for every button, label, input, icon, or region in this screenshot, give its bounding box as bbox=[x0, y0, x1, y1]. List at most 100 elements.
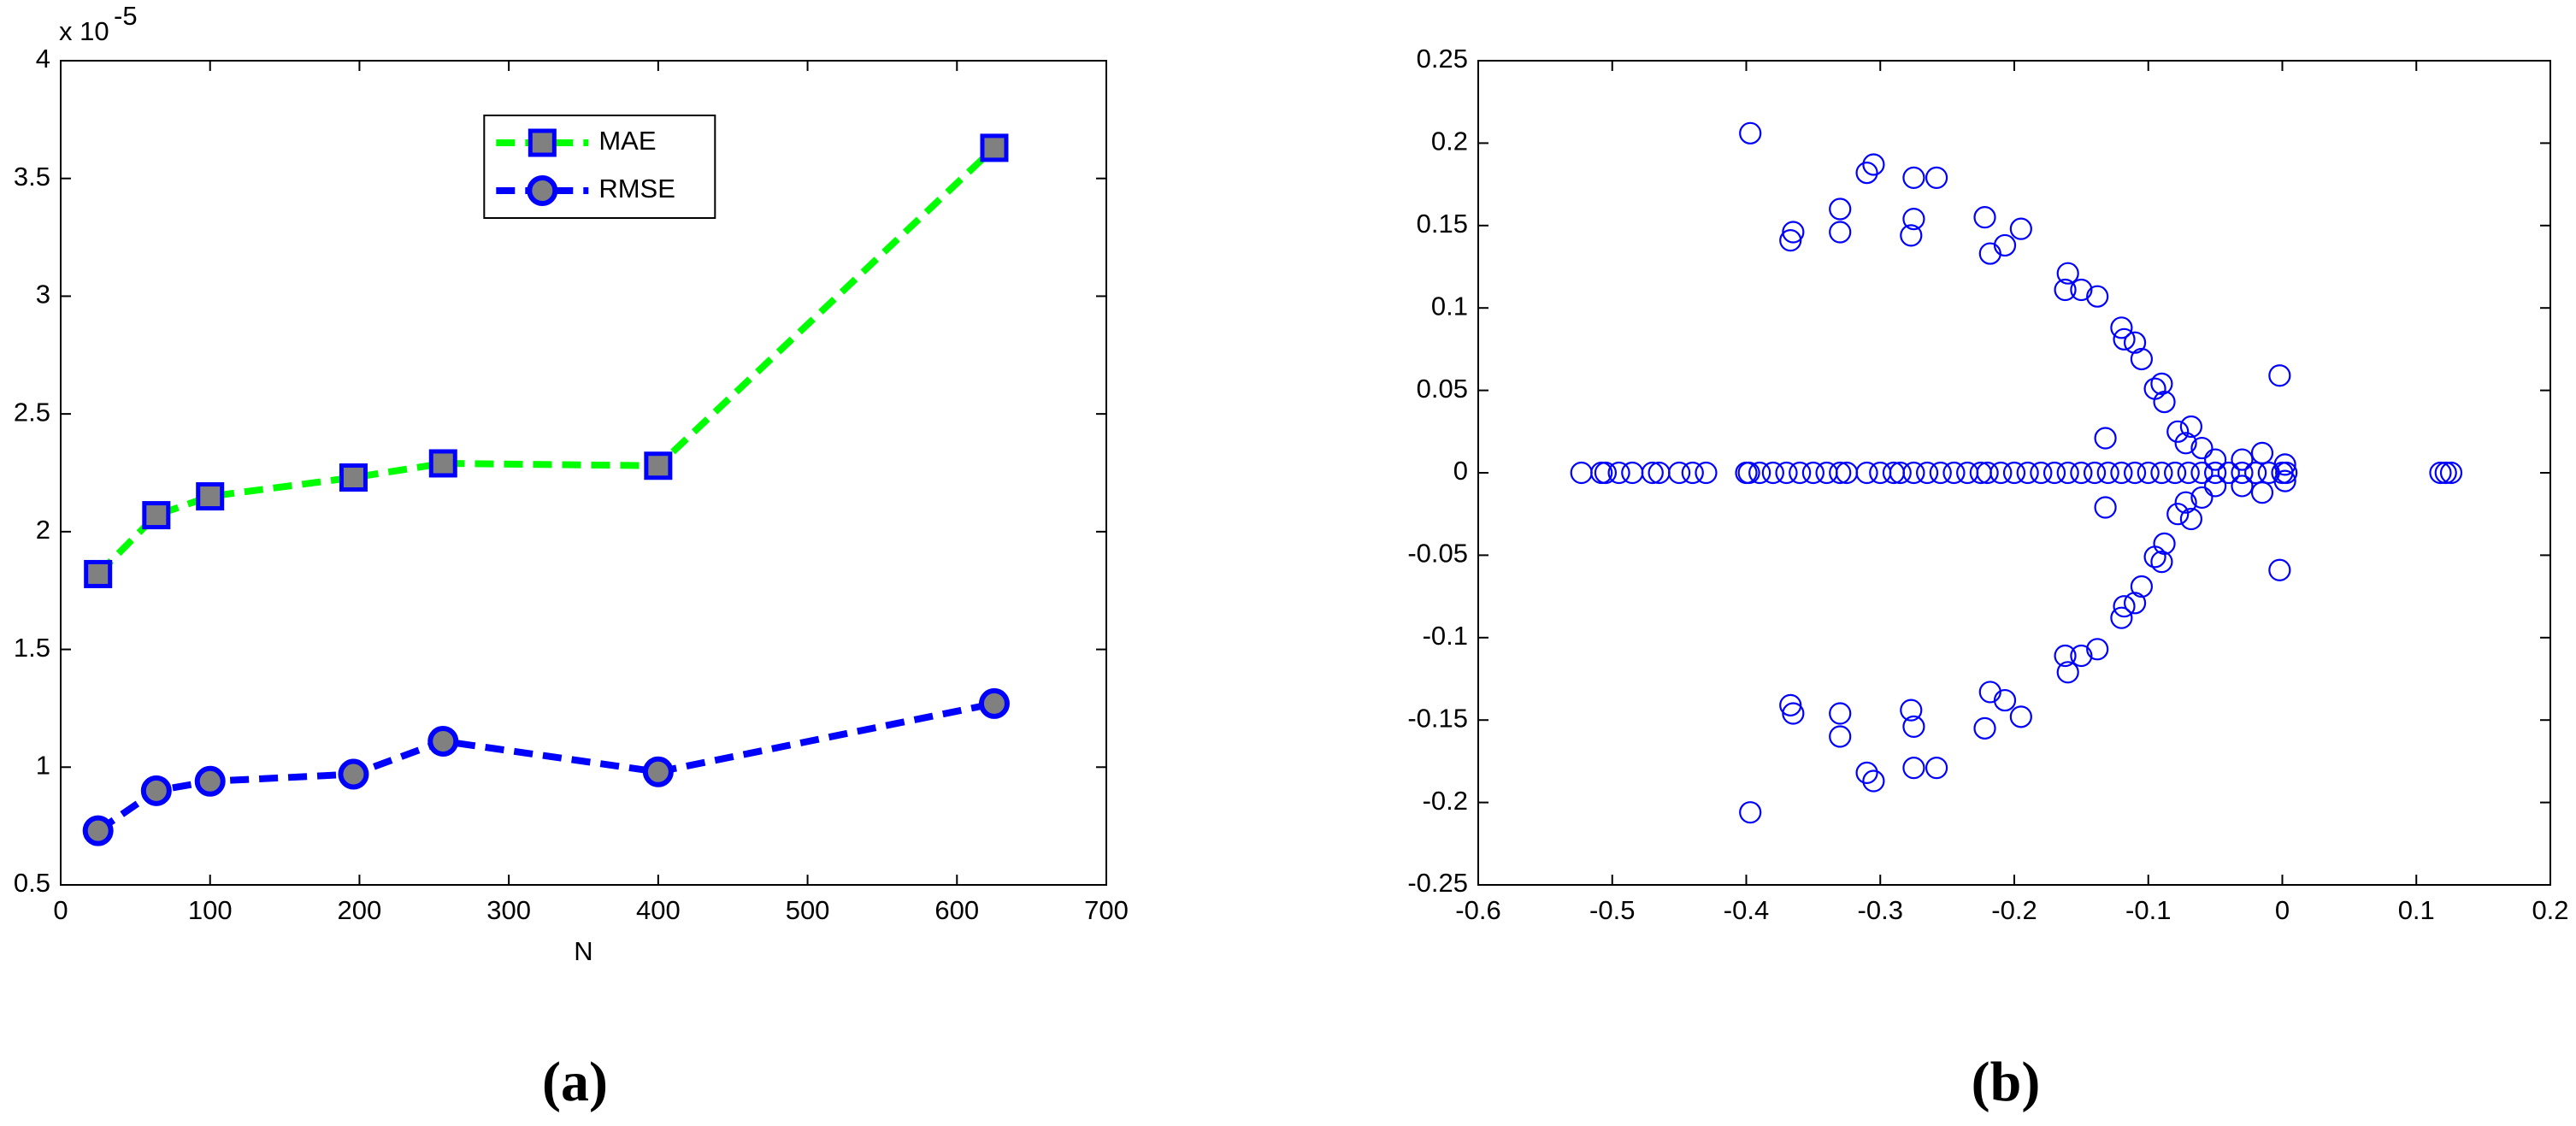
series-line bbox=[96, 700, 995, 834]
point bbox=[1761, 461, 1784, 485]
point bbox=[1993, 233, 2017, 257]
point bbox=[2086, 638, 2109, 661]
y-multiplier: x 10 bbox=[59, 16, 109, 46]
point bbox=[2016, 461, 2039, 485]
legend-marker bbox=[527, 175, 558, 206]
y-tick-label: -0.25 bbox=[1407, 868, 1468, 898]
point bbox=[2056, 262, 2079, 285]
point bbox=[2096, 461, 2119, 485]
point bbox=[2273, 453, 2296, 476]
point bbox=[2070, 461, 2093, 485]
point bbox=[1902, 207, 1925, 231]
point bbox=[2190, 461, 2213, 485]
point bbox=[1775, 461, 1798, 485]
point bbox=[1829, 725, 1852, 748]
point bbox=[2070, 644, 2093, 668]
point bbox=[1900, 224, 1923, 247]
point bbox=[2130, 575, 2154, 598]
point bbox=[1973, 206, 1996, 229]
point bbox=[1789, 461, 1812, 485]
point bbox=[1779, 229, 1802, 252]
point bbox=[2174, 432, 2197, 455]
point bbox=[1925, 757, 1948, 780]
marker bbox=[84, 559, 113, 588]
y-tick-label: -0.1 bbox=[1423, 621, 1468, 651]
point bbox=[2009, 217, 2032, 240]
point bbox=[2244, 461, 2267, 485]
x-tick-label: -0.5 bbox=[1589, 895, 1635, 925]
y-tick-label: 0.2 bbox=[1431, 127, 1468, 156]
point bbox=[1993, 688, 2017, 712]
x-tick-label: 0 bbox=[2275, 895, 2290, 925]
point bbox=[1779, 693, 1802, 716]
point bbox=[1829, 702, 1852, 725]
legend-box bbox=[483, 115, 716, 219]
point bbox=[2083, 461, 2107, 485]
point bbox=[2110, 461, 2133, 485]
point bbox=[1916, 461, 1939, 485]
point bbox=[2273, 469, 2296, 492]
x-tick-label: 200 bbox=[338, 895, 382, 925]
y-tick-label: 1 bbox=[36, 750, 50, 780]
y-tick-label: 3 bbox=[36, 280, 50, 310]
marker bbox=[196, 482, 225, 511]
point bbox=[1681, 461, 1704, 485]
point bbox=[2094, 496, 2117, 519]
marker bbox=[82, 815, 114, 846]
x-tick-label: -0.6 bbox=[1455, 895, 1500, 925]
marker bbox=[339, 463, 368, 492]
point bbox=[2204, 461, 2227, 485]
point bbox=[1989, 461, 2013, 485]
point bbox=[2250, 441, 2274, 464]
y-tick-label: 0.1 bbox=[1431, 291, 1468, 321]
y-tick-label: 2 bbox=[36, 515, 50, 545]
point bbox=[1902, 757, 1925, 780]
point bbox=[1695, 461, 1718, 485]
point bbox=[2177, 461, 2200, 485]
y-tick-label: -0.05 bbox=[1407, 539, 1468, 569]
point bbox=[1737, 461, 1760, 485]
y-tick-label: -0.2 bbox=[1423, 786, 1468, 816]
y-tick-label: 0.5 bbox=[14, 868, 50, 898]
point bbox=[2268, 558, 2291, 581]
subfigure-caption: (a) bbox=[542, 1051, 608, 1113]
point bbox=[2153, 390, 2176, 414]
point bbox=[2110, 606, 2133, 629]
point bbox=[2275, 461, 2298, 485]
x-tick-label: 0.1 bbox=[2398, 895, 2435, 925]
point bbox=[1739, 121, 1762, 144]
y-tick-label: 2.5 bbox=[14, 397, 50, 427]
x-tick-label: 700 bbox=[1084, 895, 1129, 925]
point bbox=[1739, 801, 1762, 824]
plot-frame bbox=[60, 60, 1107, 886]
point bbox=[2030, 461, 2053, 485]
point bbox=[1902, 715, 1925, 739]
point bbox=[2204, 448, 2227, 471]
point bbox=[2054, 278, 2077, 302]
y-tick-label: 4 bbox=[36, 44, 50, 74]
point bbox=[1801, 461, 1824, 485]
marker bbox=[978, 687, 1010, 719]
marker bbox=[338, 758, 369, 790]
point bbox=[2434, 461, 2457, 485]
point bbox=[2179, 507, 2203, 531]
point bbox=[1889, 461, 1912, 485]
point bbox=[2113, 595, 2136, 618]
point bbox=[1829, 221, 1852, 244]
point bbox=[1855, 461, 1878, 485]
point bbox=[1748, 461, 1771, 485]
point bbox=[2009, 705, 2032, 728]
point bbox=[2094, 427, 2117, 450]
y-tick-label: 0.15 bbox=[1417, 209, 1468, 239]
point bbox=[2190, 486, 2213, 510]
point bbox=[2164, 461, 2187, 485]
point bbox=[2217, 461, 2240, 485]
point bbox=[1942, 461, 1966, 485]
x-tick-label: 100 bbox=[188, 895, 233, 925]
point bbox=[2231, 448, 2254, 471]
point bbox=[2056, 461, 2079, 485]
point bbox=[2086, 285, 2109, 308]
point bbox=[2150, 461, 2173, 485]
x-tick-label: -0.4 bbox=[1724, 895, 1769, 925]
